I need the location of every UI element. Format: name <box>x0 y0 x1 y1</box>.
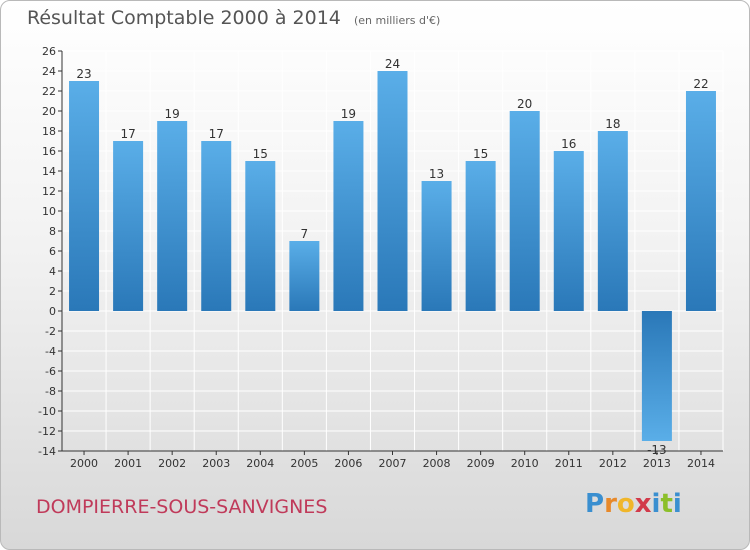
bar <box>69 81 100 311</box>
bar-value-label: 13 <box>429 167 444 181</box>
x-tick-label: 2012 <box>599 457 627 470</box>
bar <box>245 161 276 311</box>
bar <box>377 71 408 311</box>
x-tick-label: 2008 <box>423 457 451 470</box>
bar <box>201 141 232 311</box>
y-tick-label: 4 <box>49 265 56 278</box>
bar-value-label: 23 <box>76 67 91 81</box>
x-tick-label: 2006 <box>334 457 362 470</box>
bar-value-label: 24 <box>385 57 400 71</box>
x-tick-label: 2004 <box>246 457 274 470</box>
brand-letter: i <box>672 489 682 519</box>
bar-value-label: 17 <box>120 127 135 141</box>
brand-letter: P <box>585 489 605 519</box>
y-tick-label: -14 <box>38 445 56 458</box>
y-tick-label: 18 <box>42 125 56 138</box>
y-tick-label: 22 <box>42 85 56 98</box>
y-tick-label: 14 <box>42 165 56 178</box>
x-tick-label: 2014 <box>687 457 715 470</box>
y-tick-label: 12 <box>42 185 56 198</box>
bar-value-label: 7 <box>301 227 309 241</box>
bar <box>641 311 672 441</box>
y-tick-label: -2 <box>45 325 56 338</box>
bar-value-label: 20 <box>517 97 532 111</box>
y-tick-label: -8 <box>45 385 56 398</box>
y-tick-label: -12 <box>38 425 56 438</box>
bar-value-label: -13 <box>647 443 667 457</box>
bar-value-label: 19 <box>341 107 356 121</box>
x-tick-label: 2003 <box>202 457 230 470</box>
y-tick-label: 20 <box>42 105 56 118</box>
brand-letter: x <box>634 489 652 519</box>
y-tick-label: -10 <box>38 405 56 418</box>
bar-value-label: 16 <box>561 137 576 151</box>
bar <box>421 181 452 311</box>
x-tick-label: 2001 <box>114 457 142 470</box>
x-tick-label: 2007 <box>379 457 407 470</box>
commune-name: DOMPIERRE-SOUS-SANVIGNES <box>36 496 328 518</box>
data-labels: 23 17 19 17 15 7 19 24 13 15 20 16 18 -13 22 <box>76 57 708 457</box>
y-tick-label: 6 <box>49 245 56 258</box>
y-tick-label: 8 <box>49 225 56 238</box>
bar-value-label: 15 <box>473 147 488 161</box>
bar-value-label: 19 <box>165 107 180 121</box>
x-tick-label: 2002 <box>158 457 186 470</box>
brand-letter: i <box>651 489 661 519</box>
bar-value-label: 17 <box>209 127 224 141</box>
bar-value-label: 22 <box>693 77 708 91</box>
title-row: Résultat Comptable 2000 à 2014 (en milli… <box>27 7 440 29</box>
brand-letter: o <box>616 489 635 519</box>
bar <box>157 121 188 311</box>
x-tick-label: 2005 <box>290 457 318 470</box>
bar-value-label: 18 <box>605 117 620 131</box>
bar <box>597 131 628 311</box>
bar <box>685 91 716 311</box>
bar-value-label: 15 <box>253 147 268 161</box>
x-tick-label: 2010 <box>511 457 539 470</box>
y-tick-label: 16 <box>42 145 56 158</box>
chart-title: Résultat Comptable 2000 à 2014 <box>27 7 341 29</box>
chart-subtitle: (en milliers d'€) <box>353 14 441 27</box>
y-tick-label: 0 <box>49 305 56 318</box>
y-tick-label: 2 <box>49 285 56 298</box>
bar <box>509 111 540 311</box>
x-tick-label: 2009 <box>467 457 495 470</box>
brand-logo: Proxiti <box>585 489 682 519</box>
x-tick-label: 2013 <box>643 457 671 470</box>
y-tick-label: -6 <box>45 365 56 378</box>
bar <box>333 121 364 311</box>
bar <box>113 141 144 311</box>
bar <box>465 161 496 311</box>
y-tick-label: 24 <box>42 65 56 78</box>
brand-letter: t <box>660 489 673 519</box>
y-tick-label: 26 <box>42 45 56 58</box>
y-tick-label: -4 <box>45 345 56 358</box>
bar <box>289 241 320 311</box>
x-tick-label: 2011 <box>555 457 583 470</box>
y-tick-label: 10 <box>42 205 56 218</box>
x-tick-label: 2000 <box>70 457 98 470</box>
bar <box>553 151 584 311</box>
brand-letter: r <box>604 489 617 519</box>
axes: -14-12-10-8-6-4-202468101214161820222426… <box>38 45 723 470</box>
bars <box>69 71 716 441</box>
